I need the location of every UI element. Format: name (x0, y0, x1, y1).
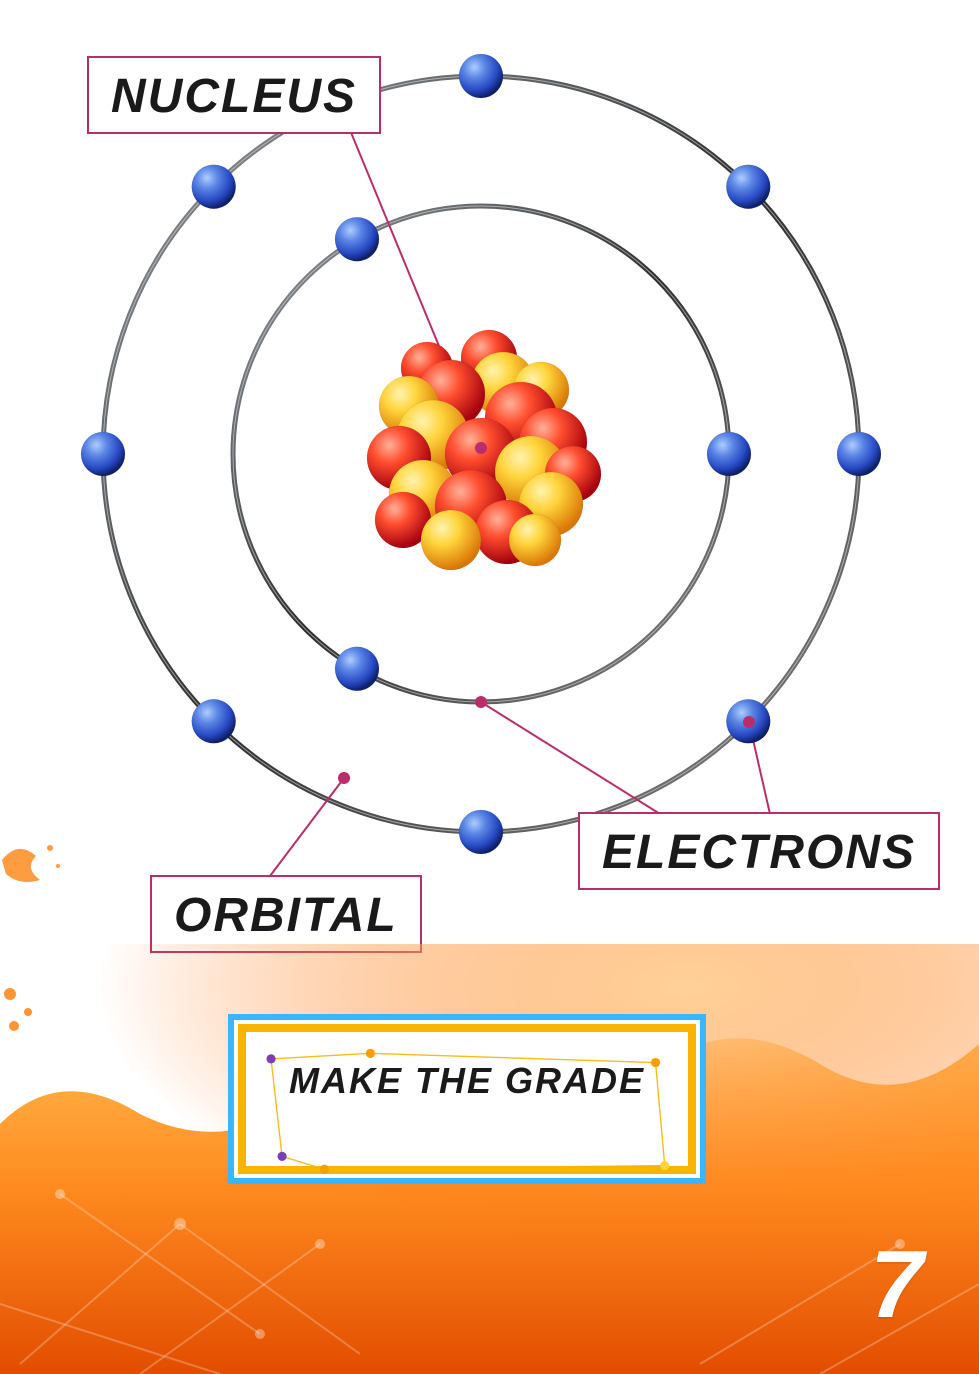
electron (726, 165, 770, 209)
electron (81, 432, 125, 476)
electrons-label: ELECTRONS (578, 812, 940, 890)
nucleus-label: NUCLEUS (87, 56, 381, 134)
page: NUCLEUS ORBITAL ELECTRONS (0, 0, 979, 1374)
electron (459, 54, 503, 98)
orbital-label: ORBITAL (150, 875, 422, 953)
electron (837, 432, 881, 476)
electron (459, 810, 503, 854)
electron (335, 647, 379, 691)
badge-title: MAKE THE GRADE (289, 1060, 645, 1102)
electron (707, 432, 751, 476)
electron (192, 699, 236, 743)
splatter-decoration (0, 830, 80, 910)
electron (192, 165, 236, 209)
page-number: 7 (870, 1230, 923, 1340)
electron (335, 217, 379, 261)
make-the-grade-badge: MAKE THE GRADE (228, 1014, 706, 1184)
